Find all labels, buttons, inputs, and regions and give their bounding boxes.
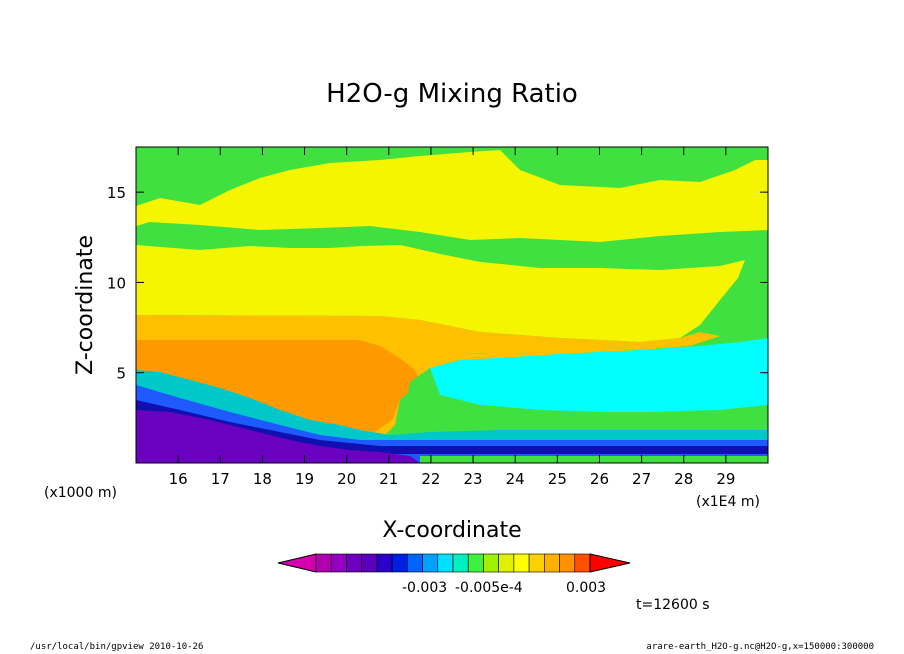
x-tick-label: 28 bbox=[674, 470, 693, 488]
colorbar-cell bbox=[407, 553, 423, 573]
colorbar-cell bbox=[559, 553, 576, 573]
y-axis-label: Z-coordinate bbox=[73, 235, 98, 375]
colorbar-label-3: 0.003 bbox=[566, 580, 606, 596]
x-axis-label: X-coordinate bbox=[382, 518, 521, 543]
region-orange bbox=[136, 340, 420, 432]
x-tick-label: 23 bbox=[464, 470, 483, 488]
colorbar-label-1: -0.003 bbox=[402, 580, 447, 596]
region-navy bbox=[136, 400, 768, 454]
colorbar-cell bbox=[467, 553, 484, 573]
colorbar-cell bbox=[528, 553, 545, 573]
colorbar-cell bbox=[452, 553, 469, 573]
y-axis-ticks: 5 10 15 bbox=[107, 184, 768, 383]
x-tick-label: 18 bbox=[253, 470, 272, 488]
x-unit-left: (x1000 m) bbox=[44, 485, 117, 501]
region-bottom-green bbox=[420, 456, 768, 463]
footer-left: /usr/local/bin/gpview 2010-10-26 bbox=[30, 642, 204, 652]
colorbar-cell bbox=[376, 553, 393, 573]
y-tick-label: 10 bbox=[107, 274, 126, 292]
colorbar-cell bbox=[315, 553, 332, 573]
colorbar-cell bbox=[361, 553, 378, 573]
x-tick-label: 19 bbox=[295, 470, 314, 488]
x-tick-label: 29 bbox=[716, 470, 735, 488]
region-green-low bbox=[400, 368, 768, 432]
x-tick-label: 20 bbox=[337, 470, 356, 488]
colorbar-cell bbox=[391, 553, 408, 573]
colorbar-cell bbox=[422, 553, 439, 573]
time-annotation: t=12600 s bbox=[636, 597, 710, 613]
y-tick-label: 5 bbox=[116, 365, 126, 383]
colorbar-cell bbox=[498, 553, 515, 573]
footer-right: arare-earth_H2O-g.nc@H2O-g,x=150000:3000… bbox=[646, 642, 874, 652]
region-cyan bbox=[430, 338, 768, 412]
region-purple bbox=[136, 410, 420, 463]
colorbar-label-2: -0.005e-4 bbox=[455, 580, 523, 596]
x-tick-label: 16 bbox=[169, 470, 188, 488]
x-tick-label: 25 bbox=[548, 470, 567, 488]
colorbar-arrow-left bbox=[277, 553, 317, 573]
colorbar-cell bbox=[346, 553, 362, 573]
y-tick-label: 15 bbox=[107, 184, 126, 202]
colorbar-cell bbox=[437, 553, 454, 573]
plot-frame bbox=[135, 146, 769, 464]
colorbar-cell bbox=[483, 553, 499, 573]
x-tick-label: 26 bbox=[590, 470, 609, 488]
colorbar bbox=[277, 553, 631, 573]
plot-area bbox=[136, 147, 768, 463]
x-tick-label: 27 bbox=[632, 470, 651, 488]
x-tick-label: 21 bbox=[379, 470, 398, 488]
x-unit-right: (x1E4 m) bbox=[696, 494, 760, 510]
region-upper-green-band bbox=[136, 222, 768, 270]
colorbar-cell bbox=[574, 553, 591, 573]
x-tick-label: 17 bbox=[211, 470, 230, 488]
chart-title: H2O-g Mixing Ratio bbox=[326, 79, 578, 109]
colorbar-cell bbox=[513, 553, 530, 573]
x-tick-label: 22 bbox=[421, 470, 440, 488]
colorbar-cell bbox=[330, 553, 347, 573]
x-axis-ticks: 16 17 18 19 20 21 22 23 24 25 26 27 28 29 bbox=[169, 147, 735, 488]
region-mid-yellow bbox=[136, 245, 745, 342]
colorbar-arrow-right bbox=[589, 553, 631, 573]
region-teal bbox=[136, 370, 768, 444]
colorbar-cell bbox=[544, 553, 560, 573]
x-tick-label: 24 bbox=[506, 470, 525, 488]
